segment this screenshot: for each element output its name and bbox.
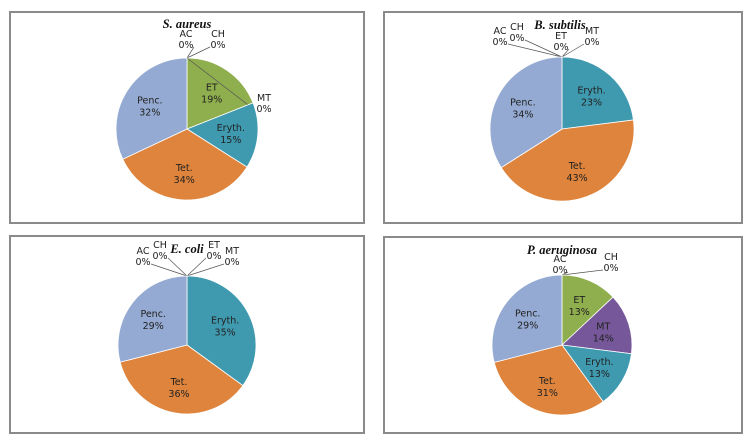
pie-e-coli: AC0%CH0%ET0% MT0%Eryth.35%Tet.36%Penc.29%…: [117, 240, 257, 415]
leader-line-et: [561, 48, 570, 58]
leader-line-ac: [507, 43, 563, 58]
chart-title: E. coli: [169, 242, 204, 256]
slice-label-ch: CH: [510, 22, 524, 33]
slice-value-tet: 34%: [174, 175, 195, 186]
slice-eryth: [561, 344, 632, 403]
chart-title: S. aureus: [163, 17, 212, 31]
slice-value-ch: 0%: [152, 251, 167, 262]
leader-line-ch: [167, 257, 188, 277]
slice-value-eryth: 13%: [589, 369, 610, 380]
slice-value-eryth: 23%: [581, 98, 602, 109]
slice-value-ch: 0%: [603, 263, 618, 274]
slice-value-penc: 29%: [517, 320, 538, 331]
leader-line-mt: [186, 263, 225, 277]
slice-eryth: [186, 102, 259, 168]
slice-label-ch: CH: [153, 240, 167, 251]
slice-value-eryth: 35%: [215, 328, 236, 339]
slice-label-ch: CH: [604, 252, 618, 263]
slice-penc: [491, 274, 563, 363]
slice-eryth: [561, 56, 634, 130]
slice-value-ac: 0%: [135, 257, 150, 268]
slice-et: [561, 274, 614, 346]
slice-label-penc: Penc.: [137, 95, 163, 106]
slice-value-et: 0%: [206, 251, 221, 262]
slice-value-penc: 34%: [512, 109, 533, 120]
chart-title: B. subtilis: [533, 18, 586, 32]
slice-value-mt: 0%: [224, 257, 239, 268]
pie-b-subtilis: AC0%CH0% ET0%MT0%Eryth.23%Tet.43%Penc.34%…: [489, 18, 635, 202]
slice-label-tet: Tet.: [170, 377, 188, 388]
leader-line-ac: [561, 271, 569, 276]
slice-value-tet: 31%: [537, 388, 558, 399]
slice-label-et: ET: [555, 31, 567, 42]
slice-label-ac: AC: [137, 246, 150, 257]
slice-label-mt: MT: [257, 93, 271, 104]
slice-value-tet: 43%: [567, 173, 588, 184]
pie-p-aeruginosa: AC0%CH0%ET13%MT14%Eryth.13%Tet.31%Penc.2…: [491, 243, 633, 416]
slice-label-mt: MT: [225, 246, 239, 257]
slice-penc: [117, 275, 188, 363]
slice-mt: [561, 296, 633, 355]
leader-line-ac: [150, 263, 188, 277]
slice-label-tet: Tet.: [175, 163, 193, 174]
leader-line-ac: [186, 46, 195, 59]
slice-label-et: ET: [206, 83, 218, 94]
slice-label-et: ET: [208, 240, 220, 251]
slice-label-mt: MT: [596, 322, 610, 333]
slice-tet: [500, 119, 635, 202]
slice-value-et: 13%: [569, 307, 590, 318]
slice-label-et: ET: [573, 295, 585, 306]
slice-value-ch: 0%: [210, 40, 225, 51]
slice-value-ac: 0%: [178, 40, 193, 51]
leader-line-ch: [524, 39, 563, 58]
slice-tet: [122, 128, 248, 201]
slice-value-eryth: 15%: [220, 135, 241, 146]
slice-label-ac: AC: [180, 29, 193, 40]
slice-label-penc: Penc.: [140, 309, 166, 320]
slice-label-tet: Tet.: [538, 376, 556, 387]
leader-line-ch: [186, 46, 211, 59]
slice-value-penc: 29%: [143, 321, 164, 332]
slice-label-penc: Penc.: [515, 308, 541, 319]
slice-label-ch: CH: [211, 29, 225, 40]
slice-value-mt: 14%: [593, 334, 614, 345]
slice-label-penc: Penc.: [510, 97, 536, 108]
slice-value-ac: 0%: [552, 265, 567, 276]
slice-value-et: 19%: [201, 95, 222, 106]
leader-line-mt: [561, 43, 585, 58]
slice-et: [186, 57, 254, 130]
slice-value-ch: 0%: [509, 33, 524, 44]
slice-penc: [115, 57, 188, 160]
slice-eryth: [186, 275, 257, 387]
slice-value-penc: 32%: [139, 107, 160, 118]
chart-title: P. aeruginosa: [527, 243, 597, 257]
leader-line-mt: [186, 57, 257, 112]
leader-line-et: [186, 257, 207, 277]
leader-line-ch: [561, 269, 604, 276]
slice-label-mt: MT: [585, 26, 599, 37]
slice-tet: [493, 344, 604, 416]
slice-penc: [489, 56, 563, 169]
slice-label-eryth: Eryth.: [217, 123, 245, 134]
slice-label-tet: Tet.: [568, 161, 586, 172]
slice-value-et: 0%: [553, 42, 568, 53]
slice-label-eryth: Eryth.: [585, 357, 613, 368]
slice-value-tet: 36%: [168, 389, 189, 400]
slice-label-ac: AC: [494, 26, 507, 37]
slice-value-mt: 0%: [256, 104, 271, 115]
slice-label-eryth: Eryth.: [211, 316, 239, 327]
slice-tet: [119, 344, 244, 415]
slice-label-eryth: Eryth.: [577, 86, 605, 97]
slice-value-ac: 0%: [492, 37, 507, 48]
slice-value-mt: 0%: [584, 37, 599, 48]
slice-label-ac: AC: [554, 254, 567, 265]
